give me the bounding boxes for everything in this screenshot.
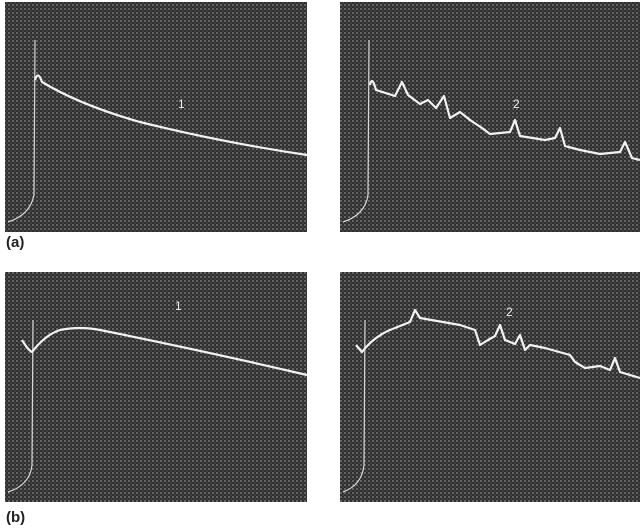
scope-panel: 2 [340, 272, 640, 502]
panel-label: (b) [6, 509, 25, 526]
trace-label: 1 [175, 299, 182, 313]
scope-panel: 1 [5, 2, 308, 232]
trace-label: 2 [506, 305, 513, 319]
scope-panel: 2 [340, 2, 640, 232]
panel-label: (a) [6, 234, 24, 251]
scope-panel: 1 [5, 272, 308, 502]
trace-label: 2 [513, 97, 520, 111]
trace-label: 1 [178, 97, 185, 111]
